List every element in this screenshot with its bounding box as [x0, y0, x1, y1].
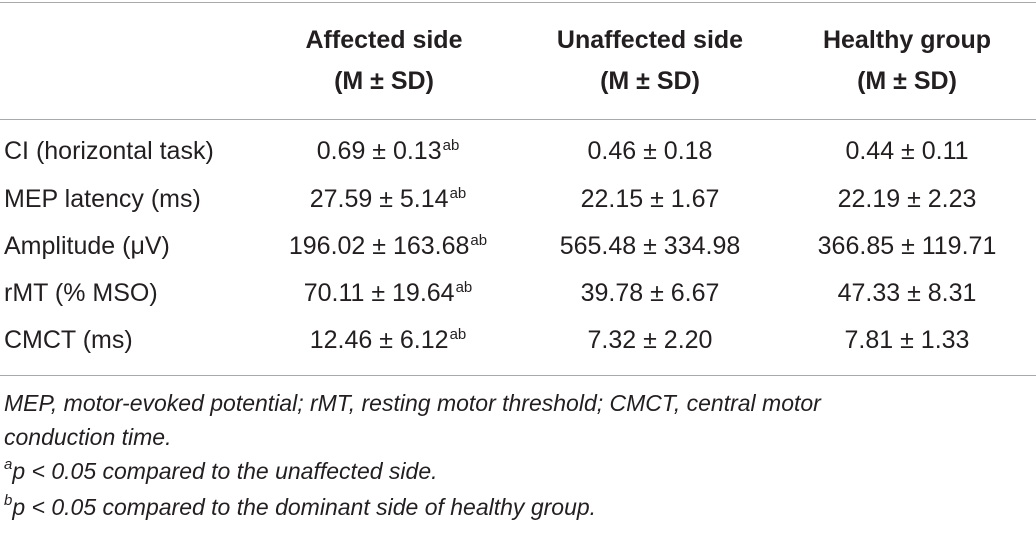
footnote-b-marker: b: [4, 492, 13, 509]
row-label: Amplitude (μV): [4, 232, 170, 260]
significance-marker: ab: [442, 137, 460, 154]
table-row: Amplitude (μV) 196.02 ± 163.68ab 565.48 …: [0, 222, 1036, 270]
affected-value: 27.59 ± 5.14ab: [254, 175, 522, 223]
row-label: CMCT (ms): [4, 326, 133, 354]
footnote-a: ap < 0.05 compared to the unaffected sid…: [4, 454, 1034, 488]
healthy-value: 7.81 ± 1.33: [844, 326, 970, 354]
header-divider-rule: [0, 119, 1036, 120]
unaffected-value: 39.78 ± 6.67: [580, 279, 720, 307]
healthy-value: 22.19 ± 2.23: [837, 185, 977, 213]
footnote-b-text: p < 0.05 compared to the dominant side o…: [12, 494, 597, 520]
affected-value: 196.02 ± 163.68ab: [254, 222, 522, 270]
column-header-healthy-title: Healthy group: [822, 26, 992, 54]
significance-marker: ab: [449, 326, 467, 343]
row-label: rMT (% MSO): [4, 279, 158, 307]
column-header-affected-unit: (M ± SD): [334, 67, 434, 95]
significance-marker: ab: [470, 232, 488, 249]
column-header-unaffected-title: Unaffected side: [556, 26, 744, 54]
row-label: CI (horizontal task): [4, 137, 214, 165]
table-row: rMT (% MSO) 70.11 ± 19.64ab 39.78 ± 6.67…: [0, 269, 1036, 317]
unaffected-value: 0.46 ± 0.18: [587, 137, 713, 165]
footnote-b: bp < 0.05 compared to the dominant side …: [4, 490, 1034, 524]
unaffected-value: 7.32 ± 2.20: [587, 326, 713, 354]
column-header-unaffected-unit: (M ± SD): [600, 67, 700, 95]
footnote-abbreviations-line1: MEP, motor-evoked potential; rMT, restin…: [4, 390, 821, 416]
affected-value: 0.69 ± 0.13ab: [254, 127, 522, 175]
significance-marker: ab: [449, 185, 467, 202]
column-header-affected-side: Affected side (M ± SD): [246, 20, 522, 102]
unaffected-value: 22.15 ± 1.67: [580, 185, 720, 213]
table-bottom-rule: [0, 375, 1036, 376]
healthy-value: 47.33 ± 8.31: [837, 279, 977, 307]
footnote-abbreviations-line2: conduction time.: [4, 424, 172, 450]
healthy-value: 0.44 ± 0.11: [845, 137, 969, 165]
footnote-a-text: p < 0.05 compared to the unaffected side…: [12, 458, 438, 484]
significance-marker: ab: [455, 279, 473, 296]
value-text: 196.02 ± 163.68: [288, 232, 470, 260]
unaffected-value: 565.48 ± 334.98: [559, 232, 741, 260]
column-header-healthy-group: Healthy group (M ± SD): [778, 20, 1036, 102]
row-label: MEP latency (ms): [4, 185, 201, 213]
table-row: CMCT (ms) 12.46 ± 6.12ab 7.32 ± 2.20 7.8…: [0, 316, 1036, 364]
footnote-a-marker: a: [4, 456, 13, 473]
table-top-rule: [0, 2, 1036, 3]
value-text: 0.69 ± 0.13: [316, 137, 442, 165]
table-row: CI (horizontal task) 0.69 ± 0.13ab 0.46 …: [0, 127, 1036, 175]
value-text: 27.59 ± 5.14: [309, 185, 449, 213]
column-header-affected-title: Affected side: [305, 26, 463, 54]
column-header-unaffected-side: Unaffected side (M ± SD): [522, 20, 778, 102]
affected-value: 12.46 ± 6.12ab: [254, 316, 522, 364]
column-header-healthy-unit: (M ± SD): [857, 67, 957, 95]
table-row: MEP latency (ms) 27.59 ± 5.14ab 22.15 ± …: [0, 175, 1036, 223]
value-text: 12.46 ± 6.12: [309, 326, 449, 354]
healthy-value: 366.85 ± 119.71: [817, 232, 997, 260]
affected-value: 70.11 ± 19.64ab: [254, 269, 522, 317]
value-text: 70.11 ± 19.64: [303, 279, 455, 307]
